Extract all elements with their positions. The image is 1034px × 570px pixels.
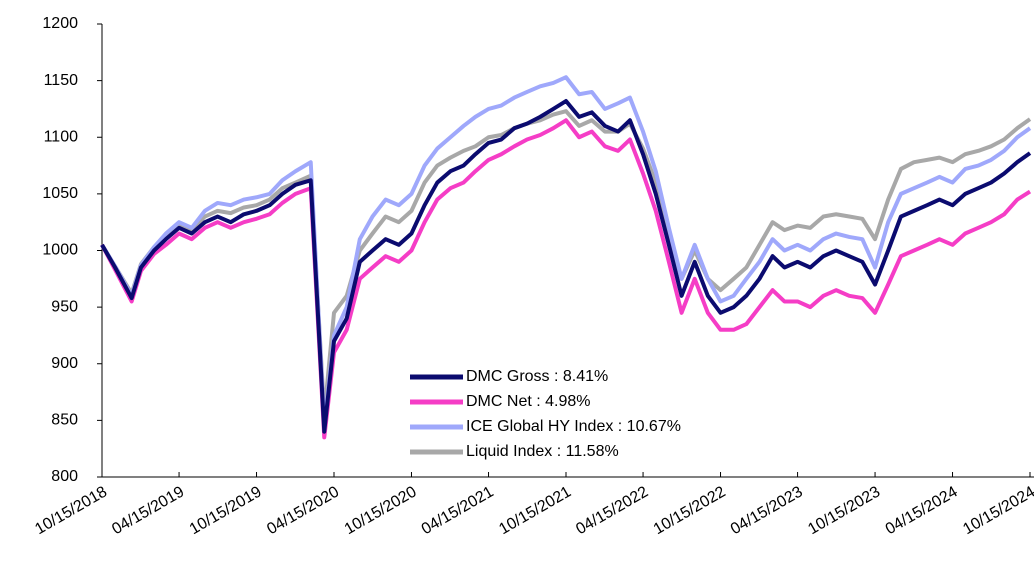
series-line bbox=[100, 118, 1032, 440]
x-tick-label: 10/15/2020 bbox=[342, 483, 420, 538]
y-tick-label: 1100 bbox=[44, 128, 79, 145]
legend-label: DMC Net : 4.98% bbox=[466, 393, 590, 410]
x-tick-label: 10/15/2021 bbox=[496, 483, 574, 538]
legend-label: DMC Gross : 8.41% bbox=[466, 368, 608, 385]
legend-label: Liquid Index : 11.58% bbox=[466, 443, 619, 460]
x-tick-label: 04/15/2021 bbox=[419, 483, 497, 538]
x-tick-label: 04/15/2024 bbox=[883, 483, 961, 538]
series-line bbox=[100, 99, 1032, 434]
x-tick-label: 04/15/2023 bbox=[728, 483, 806, 538]
x-tick-label: 10/15/2019 bbox=[187, 483, 265, 538]
y-tick-label: 950 bbox=[51, 298, 78, 315]
y-tick-label: 1200 bbox=[42, 15, 78, 32]
y-tick-label: 1150 bbox=[44, 72, 79, 89]
y-tick-label: 800 bbox=[51, 468, 78, 485]
x-tick-label: 04/15/2022 bbox=[573, 483, 651, 538]
legend: DMC Gross : 8.41% DMC Net : 4.98% ICE Glob… bbox=[400, 364, 765, 468]
y-tick-label: 1000 bbox=[42, 242, 78, 259]
x-tick-label: 04/15/2020 bbox=[264, 483, 342, 538]
series-line bbox=[100, 75, 1032, 429]
x-tick-label: 04/15/2019 bbox=[109, 483, 187, 538]
x-tick-label: 10/15/2023 bbox=[805, 483, 883, 538]
y-tick-label: 900 bbox=[51, 355, 78, 372]
series-line bbox=[100, 109, 1032, 417]
x-tick-label: 10/15/2022 bbox=[651, 483, 729, 538]
y-tick-label: 1050 bbox=[42, 185, 78, 202]
legend-label: ICE Global HY Index : 10.67% bbox=[466, 418, 681, 435]
y-tick-label: 850 bbox=[51, 412, 78, 429]
x-tick-label: 10/15/2024 bbox=[960, 483, 1034, 538]
x-tick-label: 10/15/2018 bbox=[32, 483, 110, 538]
